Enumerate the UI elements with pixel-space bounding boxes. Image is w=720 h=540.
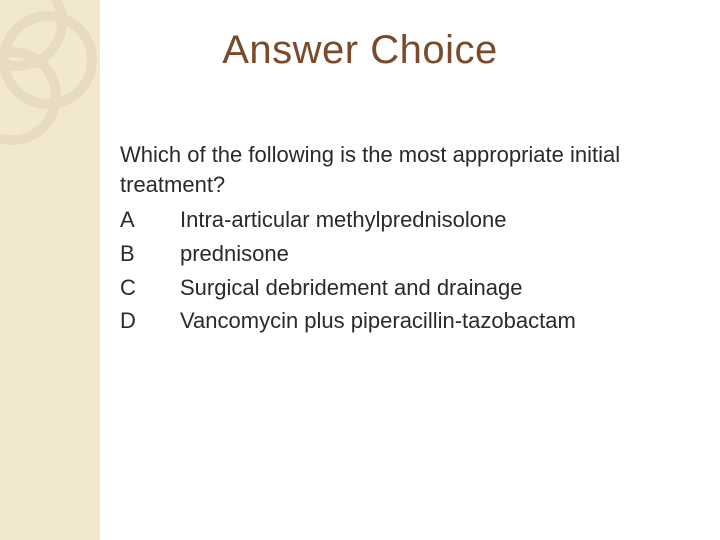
answer-choice-letter: C — [120, 271, 180, 305]
answer-choice-letter: B — [120, 237, 180, 271]
answer-choice-letter: D — [120, 304, 180, 338]
answer-choice-text: Surgical debridement and drainage — [180, 271, 576, 305]
answer-choice-row: AIntra-articular methylprednisolone — [120, 203, 576, 237]
decor-band — [0, 0, 100, 540]
answer-choice-row: CSurgical debridement and drainage — [120, 271, 576, 305]
answer-choice-row: DVancomycin plus piperacillin-tazobactam — [120, 304, 576, 338]
answer-choice-row: Bprednisone — [120, 237, 576, 271]
answer-choices: AIntra-articular methylprednisoloneBpred… — [120, 203, 576, 338]
slide-title: Answer Choice — [0, 28, 720, 73]
answer-choice-text: Vancomycin plus piperacillin-tazobactam — [180, 304, 576, 338]
question-text: Which of the following is the most appro… — [120, 140, 680, 199]
slide-body: Which of the following is the most appro… — [120, 140, 680, 338]
decorative-sidebar — [0, 0, 120, 540]
answer-choice-text: Intra-articular methylprednisolone — [180, 203, 576, 237]
answer-choice-text: prednisone — [180, 237, 576, 271]
answer-choice-letter: A — [120, 203, 180, 237]
